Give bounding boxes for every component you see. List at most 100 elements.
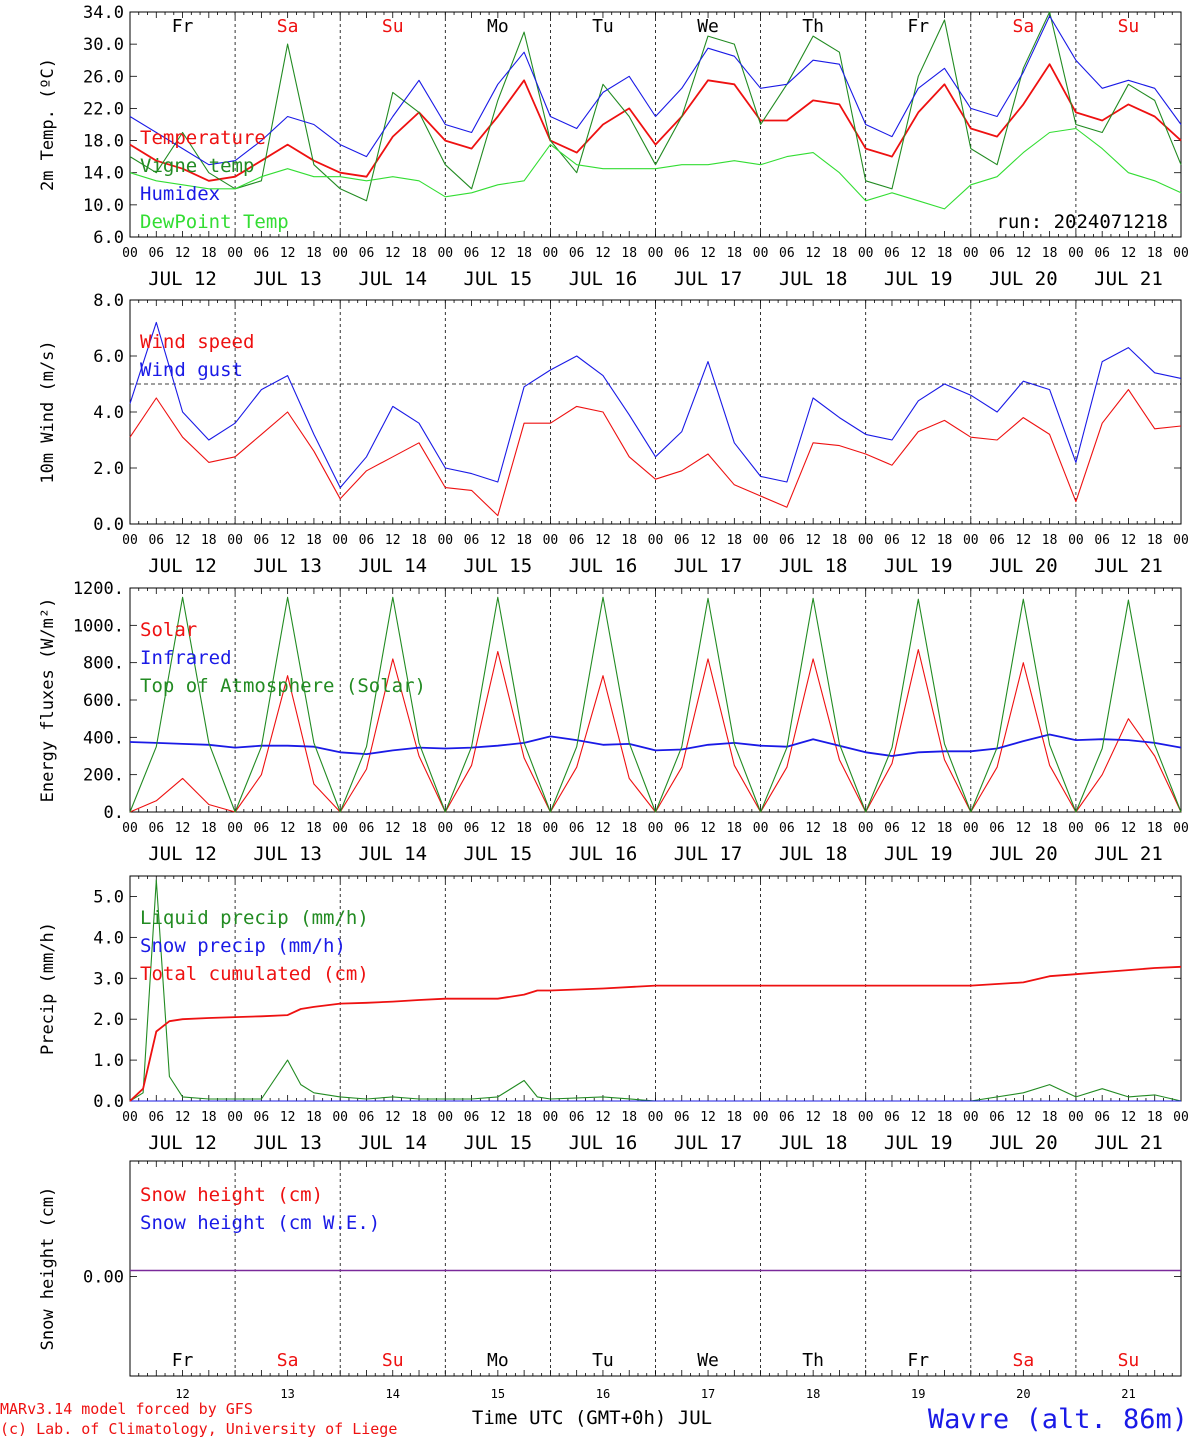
x-hour-label: 12 bbox=[700, 1110, 716, 1125]
x-date-label: JUL 17 bbox=[674, 1132, 743, 1154]
x-date-label: JUL 18 bbox=[779, 555, 848, 577]
y-tick-label: 30.0 bbox=[83, 35, 124, 55]
x-hour-label: 18 bbox=[1147, 1110, 1163, 1125]
series-line bbox=[129, 733, 1182, 757]
x-hour-label: 18 bbox=[832, 821, 848, 836]
x-hour-label: 06 bbox=[884, 246, 900, 261]
x-hour-label: 06 bbox=[1094, 533, 1110, 548]
x-date-label: JUL 19 bbox=[884, 1132, 953, 1154]
y-tick-label: 600. bbox=[83, 691, 124, 711]
y-tick-label: 6.0 bbox=[93, 228, 124, 248]
x-hour-label: 18 bbox=[1042, 533, 1058, 548]
x-hour-label: 06 bbox=[779, 246, 795, 261]
series-line bbox=[129, 15, 1182, 166]
series-line bbox=[129, 965, 1182, 1102]
x-hour-label: 06 bbox=[1094, 821, 1110, 836]
x-hour-label: 18 bbox=[937, 821, 953, 836]
legend-entry: Vigne temp bbox=[140, 155, 254, 177]
day-number-label: 15 bbox=[491, 1387, 505, 1401]
x-hour-label: 00 bbox=[1173, 821, 1189, 836]
x-hour-label: 06 bbox=[569, 533, 585, 548]
x-hour-label: 12 bbox=[175, 533, 191, 548]
x-hour-label: 00 bbox=[332, 1110, 348, 1125]
x-hour-label: 06 bbox=[674, 246, 690, 261]
x-date-label: JUL 16 bbox=[569, 268, 638, 290]
x-hour-label: 00 bbox=[963, 246, 979, 261]
legend-entry: DewPoint Temp bbox=[140, 211, 289, 233]
y-axis-label: Precip (mm/h) bbox=[38, 922, 58, 1055]
x-date-label: JUL 14 bbox=[358, 1132, 427, 1154]
weekday-label: Th bbox=[802, 16, 824, 37]
run-label: run: 2024071218 bbox=[996, 211, 1168, 233]
day-number-label: 19 bbox=[911, 1387, 925, 1401]
x-date-label: JUL 15 bbox=[464, 268, 533, 290]
x-hour-label: 18 bbox=[201, 1110, 217, 1125]
x-date-label: JUL 13 bbox=[253, 268, 322, 290]
y-tick-label: 8.0 bbox=[93, 291, 124, 311]
x-hour-label: 18 bbox=[1042, 821, 1058, 836]
x-hour-label: 00 bbox=[648, 821, 664, 836]
x-hour-label: 00 bbox=[543, 246, 559, 261]
x-hour-label: 12 bbox=[1016, 246, 1032, 261]
x-date-label: JUL 19 bbox=[884, 268, 953, 290]
x-hour-label: 06 bbox=[989, 246, 1005, 261]
weekday-label: Sa bbox=[1013, 1350, 1035, 1371]
x-hour-label: 18 bbox=[621, 821, 637, 836]
x-date-label: JUL 20 bbox=[989, 1132, 1058, 1154]
x-hour-label: 12 bbox=[385, 533, 401, 548]
x-hour-label: 18 bbox=[621, 1110, 637, 1125]
x-hour-label: 12 bbox=[910, 1110, 926, 1125]
x-hour-label: 18 bbox=[1147, 533, 1163, 548]
x-hour-label: 18 bbox=[726, 821, 742, 836]
legend-entry: Solar bbox=[140, 619, 197, 641]
series-line bbox=[129, 596, 1182, 813]
x-date-label: JUL 13 bbox=[253, 843, 322, 865]
weekday-label: Sa bbox=[277, 1350, 299, 1371]
x-hour-label: 06 bbox=[1094, 246, 1110, 261]
x-hour-label: 00 bbox=[1173, 1110, 1189, 1125]
x-hour-label: 06 bbox=[254, 821, 270, 836]
x-hour-label: 12 bbox=[1016, 533, 1032, 548]
panel-3: 1200. 1000. 800. 600. 400. 200. 0. Energy fluxe… bbox=[38, 579, 1189, 865]
x-hour-label: 12 bbox=[700, 533, 716, 548]
x-hour-label: 12 bbox=[805, 1110, 821, 1125]
x-hour-label: 06 bbox=[148, 1110, 164, 1125]
weekday-label: Sa bbox=[277, 16, 299, 37]
x-date-label: JUL 18 bbox=[779, 1132, 848, 1154]
x-hour-label: 12 bbox=[490, 821, 506, 836]
x-hour-label: 00 bbox=[753, 1110, 769, 1125]
y-tick-label: 0.00 bbox=[83, 1268, 124, 1288]
x-hour-label: 12 bbox=[700, 246, 716, 261]
panel-4: 5.0 4.0 3.0 2.0 1.0 0.0 Precip (mm/h) Liquid pr… bbox=[38, 875, 1189, 1154]
weekday-label: Mo bbox=[487, 16, 509, 37]
legend-entry: Infrared bbox=[140, 647, 232, 669]
x-date-label: JUL 21 bbox=[1094, 843, 1163, 865]
x-hour-label: 12 bbox=[805, 246, 821, 261]
x-date-label: JUL 14 bbox=[358, 268, 427, 290]
x-date-label: JUL 15 bbox=[464, 843, 533, 865]
x-hour-label: 18 bbox=[1042, 246, 1058, 261]
x-date-label: JUL 13 bbox=[253, 1132, 322, 1154]
day-number-label: 18 bbox=[806, 1387, 820, 1401]
x-hour-label: 00 bbox=[1068, 1110, 1084, 1125]
y-tick-label: 22.0 bbox=[83, 99, 124, 119]
x-date-label: JUL 15 bbox=[464, 1132, 533, 1154]
x-hour-label: 06 bbox=[148, 533, 164, 548]
x-hour-label: 18 bbox=[832, 246, 848, 261]
weekday-label: We bbox=[697, 1350, 719, 1371]
x-axis-label: Time UTC (GMT+0h) JUL bbox=[472, 1407, 712, 1429]
panel-5: 0.00 Snow height (cm) Snow height (cm) Snow… bbox=[38, 1160, 1182, 1377]
x-hour-label: 00 bbox=[963, 821, 979, 836]
y-tick-label: 1200. bbox=[73, 579, 124, 599]
x-hour-label: 06 bbox=[464, 246, 480, 261]
x-hour-label: 12 bbox=[595, 1110, 611, 1125]
series-line bbox=[129, 321, 1182, 489]
x-hour-label: 06 bbox=[569, 1110, 585, 1125]
x-hour-label: 00 bbox=[1068, 533, 1084, 548]
x-hour-label: 00 bbox=[1173, 533, 1189, 548]
x-hour-label: 18 bbox=[411, 821, 427, 836]
x-hour-label: 00 bbox=[963, 1110, 979, 1125]
x-hour-label: 00 bbox=[227, 246, 243, 261]
legend-entry: Top of Atmosphere (Solar) bbox=[140, 675, 426, 697]
x-hour-label: 18 bbox=[306, 821, 322, 836]
